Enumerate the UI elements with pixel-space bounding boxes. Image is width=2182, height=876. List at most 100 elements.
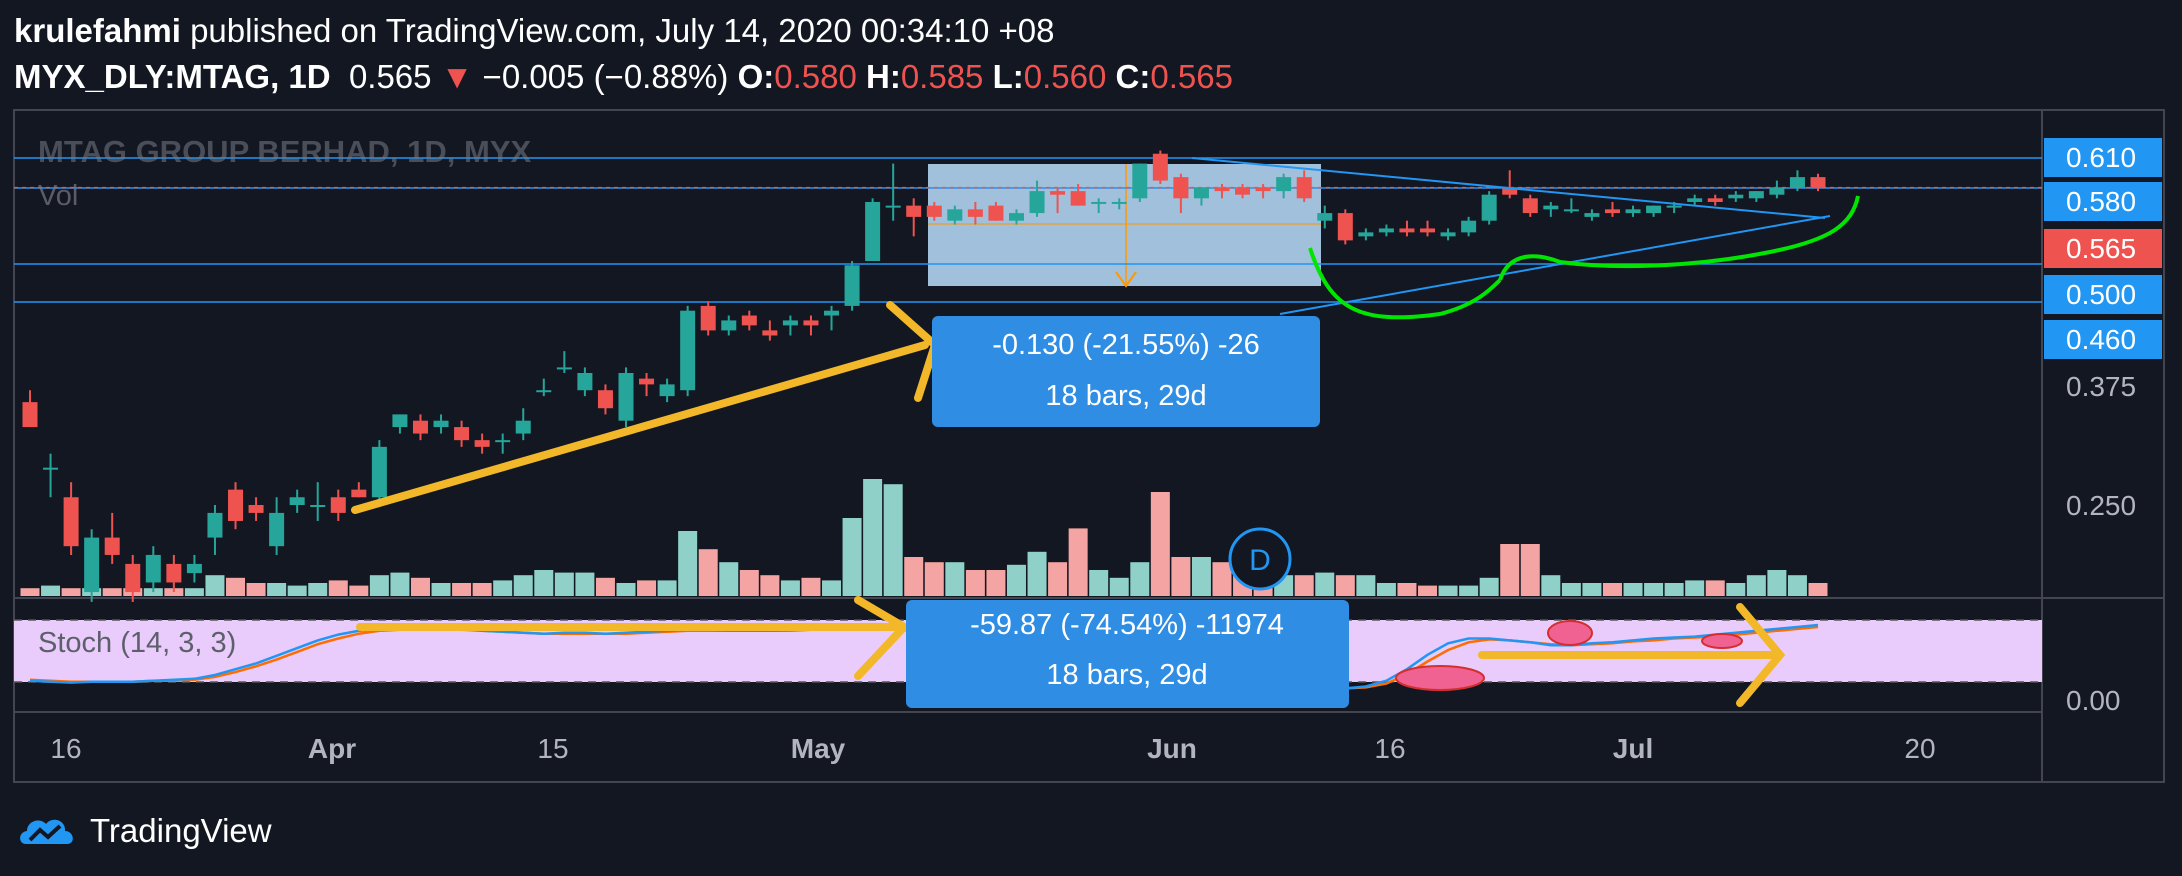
- measure-label-price[interactable]: -0.130 (-21.55%) -26 18 bars, 29d: [932, 316, 1320, 427]
- volume-bar: [1685, 580, 1705, 596]
- candle-body: [186, 563, 202, 574]
- tradingview-brand[interactable]: TradingView: [16, 808, 272, 854]
- candle-body: [885, 205, 901, 208]
- price-range-layer: [928, 164, 1321, 288]
- volume-bar: [452, 583, 472, 596]
- volume-bar: [945, 562, 965, 596]
- candle-body: [906, 205, 922, 217]
- price-axis[interactable]: 0.375 0.250 0.610 0.580 0.565 0.500 0.46…: [2044, 138, 2162, 716]
- candle-body: [1029, 191, 1045, 214]
- author-name[interactable]: krulefahmi: [14, 12, 181, 49]
- price-range-arrow-head: [1115, 271, 1137, 288]
- candle-body: [1481, 194, 1497, 221]
- low-label: L:: [992, 58, 1024, 95]
- candle-body: [1276, 177, 1292, 192]
- open-label: O:: [737, 58, 775, 95]
- volume-bar: [1582, 583, 1602, 596]
- volume-bar: [883, 484, 903, 596]
- volume-bar: [184, 588, 204, 596]
- candle-body: [125, 563, 141, 593]
- dividend-marker[interactable]: D: [1228, 527, 1292, 591]
- volume-bar: [657, 580, 677, 596]
- candle-body: [1255, 187, 1271, 192]
- price-level-label: 0.500: [2066, 279, 2136, 310]
- candle-body: [1296, 177, 1312, 199]
- volume-bar: [1705, 580, 1725, 596]
- candle-body: [865, 201, 881, 262]
- low-value: 0.560: [1023, 58, 1107, 95]
- candle-body: [597, 390, 613, 409]
- candle-body: [556, 367, 572, 370]
- volume-bar: [1746, 575, 1766, 596]
- volume-bar: [513, 575, 533, 596]
- candle-body: [967, 209, 983, 217]
- stoch-cross-highlight: [1701, 633, 1743, 649]
- candle-body: [330, 497, 346, 513]
- volume-bar: [1335, 575, 1355, 596]
- candle-body: [474, 440, 490, 447]
- candle-body: [1604, 209, 1620, 214]
- candle-body: [700, 305, 716, 331]
- candle-body: [1728, 194, 1744, 199]
- volume-bar: [102, 588, 122, 596]
- volume-bar: [205, 575, 225, 596]
- price-axis-tick: 0.250: [2066, 490, 2136, 521]
- volume-bar: [801, 577, 821, 596]
- green-cup-curve: [1308, 247, 1502, 320]
- price-axis-tick: 0.375: [2066, 371, 2136, 402]
- volume-bar: [143, 588, 163, 596]
- volume-bar: [1130, 562, 1150, 596]
- open-value: 0.580: [774, 58, 857, 95]
- volume-bar: [61, 588, 81, 596]
- green-handle-curve: [1498, 195, 1860, 281]
- volume-bar: [739, 570, 759, 596]
- trendline-top: [1191, 157, 1826, 219]
- time-axis-tick: 16: [50, 733, 81, 764]
- candle-body: [536, 390, 552, 393]
- candle-body: [392, 414, 408, 428]
- yellow-stoch-arrowhead: [854, 596, 911, 680]
- candle-body: [289, 497, 305, 505]
- volume-bar: [1171, 557, 1191, 596]
- time-axis[interactable]: 16 Apr 15 May Jun 16 Jul 20: [50, 733, 1935, 764]
- yellow-trend-arrow: [351, 341, 929, 514]
- measure-price-bars: 18 bars, 29d: [1045, 380, 1206, 412]
- drawings-layer: [351, 157, 1860, 707]
- volume-bar: [1541, 575, 1561, 596]
- candle-body: [1461, 220, 1477, 233]
- candle-body: [762, 330, 778, 336]
- candle-body: [495, 440, 511, 443]
- candle-body: [1502, 187, 1518, 195]
- candle-body: [1132, 163, 1148, 199]
- volume-bar: [472, 583, 492, 596]
- volume-bar: [20, 588, 40, 596]
- volume-bar: [698, 549, 718, 596]
- volume-bar: [760, 575, 780, 596]
- volume-bar: [493, 580, 513, 596]
- candle-body: [1193, 187, 1209, 199]
- volume-bar: [308, 583, 328, 596]
- volume-bar: [1048, 562, 1068, 596]
- measure-label-stoch[interactable]: -59.87 (-74.54%) -11974 18 bars, 29d: [906, 600, 1349, 708]
- volume-bar: [1027, 551, 1047, 596]
- volume-bar: [822, 580, 842, 596]
- volume-bar: [349, 585, 369, 596]
- volume-bar: [554, 572, 574, 596]
- candle-body: [371, 446, 387, 498]
- symbol-interval[interactable]: MYX_DLY:MTAG, 1D: [14, 58, 331, 95]
- volume-bar: [1808, 583, 1828, 596]
- price-level-label: 0.580: [2066, 186, 2136, 217]
- candle-body: [454, 427, 470, 441]
- candle-body: [1214, 187, 1230, 192]
- volume-bar: [1623, 583, 1643, 596]
- publish-line: krulefahmi published on TradingView.com,…: [14, 8, 1233, 54]
- last-price-label: 0.565: [2066, 233, 2136, 264]
- time-axis-tick: Jul: [1613, 733, 1653, 764]
- volume-bar: [1644, 583, 1664, 596]
- candle-body: [1091, 201, 1107, 204]
- volume-bar: [1006, 564, 1026, 596]
- trendline-bottom: [1279, 215, 1831, 315]
- volume-bar: [287, 585, 307, 596]
- candles-layer: [22, 150, 1826, 602]
